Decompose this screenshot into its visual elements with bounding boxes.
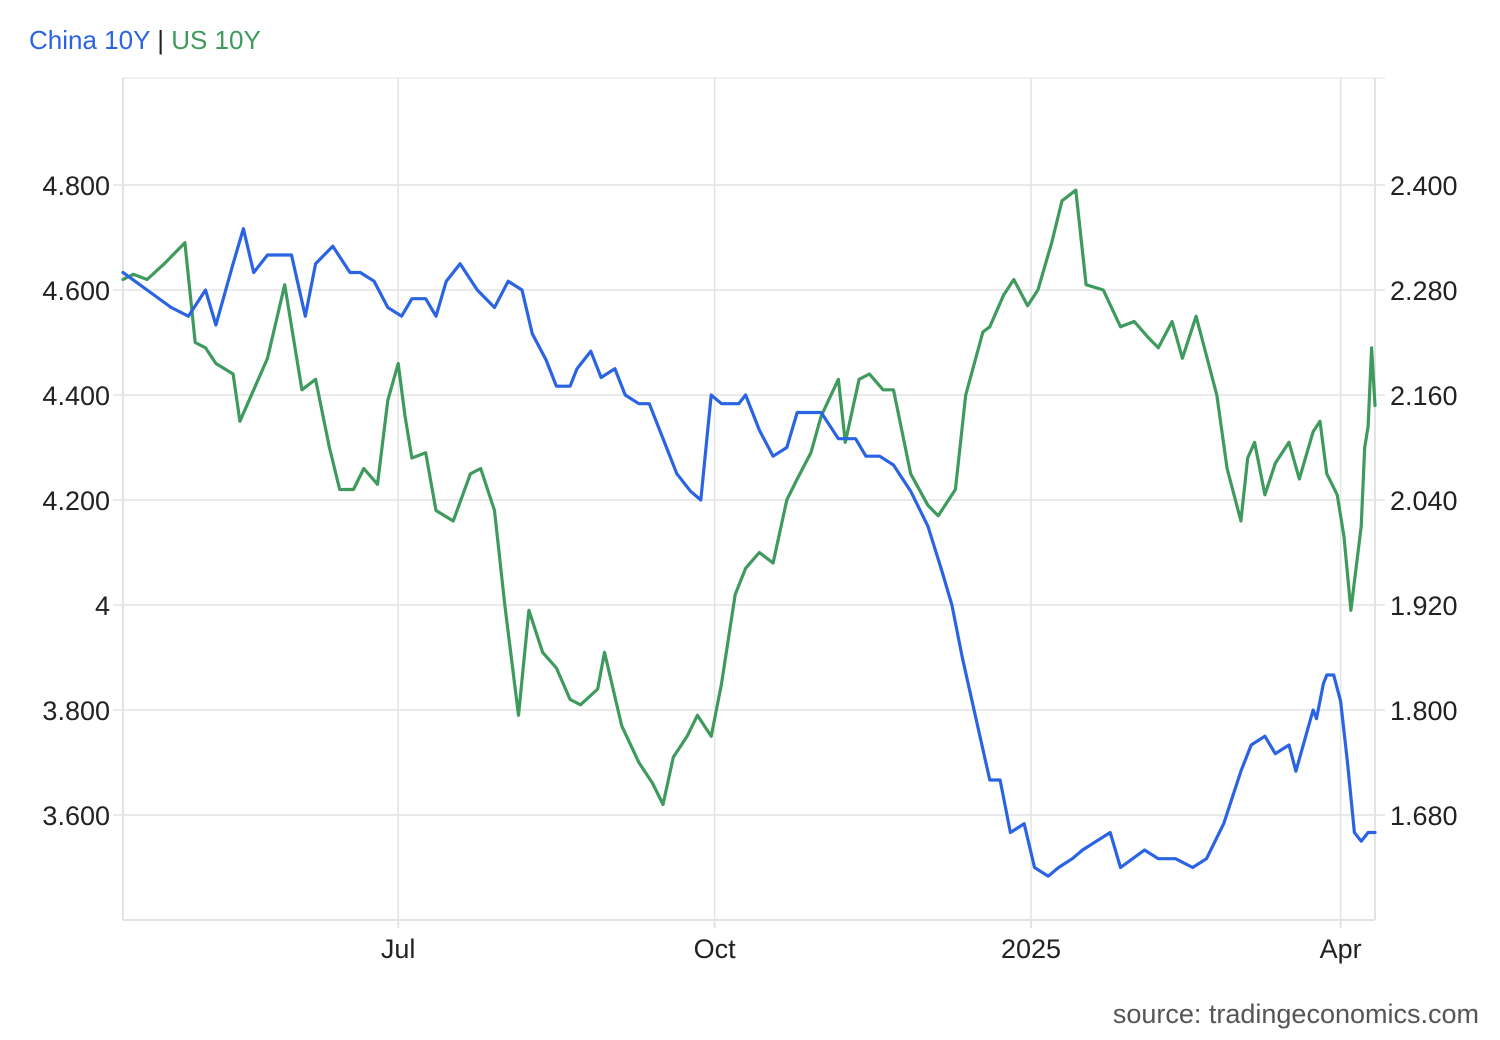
series-layer: [121, 188, 1377, 878]
grid-lines: [113, 78, 1385, 920]
source-credit: source: tradingeconomics.com: [1112, 999, 1479, 1029]
y-right-tick-label: 1.680: [1390, 801, 1458, 831]
y-left-tick-label: 4.200: [42, 486, 110, 516]
y-right-tick-label: 1.920: [1390, 591, 1458, 621]
tick-labels: 3.600 3.800 4 4.200 4.400 4.600 4.800 1.680 1.80…: [42, 171, 1457, 964]
y-right-tick-label: 2.280: [1390, 276, 1458, 306]
y-right-tick-label: 2.160: [1390, 381, 1458, 411]
y-left-tick-label: 4.600: [42, 276, 110, 306]
x-tick-label: 2025: [1001, 934, 1061, 964]
x-tick-label: Apr: [1320, 934, 1362, 964]
legend-separator: |: [157, 25, 164, 55]
x-tick-label: Jul: [381, 934, 416, 964]
y-left-tick-label: 3.600: [42, 801, 110, 831]
x-tick-label: Oct: [694, 934, 737, 964]
y-right-tick-label: 1.800: [1390, 696, 1458, 726]
legend-us-10y[interactable]: US 10Y: [171, 25, 261, 55]
y-left-tick-label: 4: [95, 591, 110, 621]
series-us-10y-line[interactable]: [121, 188, 1377, 807]
axes: [122, 77, 1385, 928]
legend-china-10y[interactable]: China 10Y: [29, 25, 150, 55]
chart-legend: China 10Y | US 10Y: [29, 24, 261, 56]
y-right-tick-label: 2.040: [1390, 486, 1458, 516]
y-right-tick-label: 2.400: [1390, 171, 1458, 201]
y-left-tick-label: 4.800: [42, 171, 110, 201]
y-left-tick-label: 4.400: [42, 381, 110, 411]
series-china-10y-line[interactable]: [121, 227, 1377, 878]
y-left-tick-label: 3.800: [42, 696, 110, 726]
